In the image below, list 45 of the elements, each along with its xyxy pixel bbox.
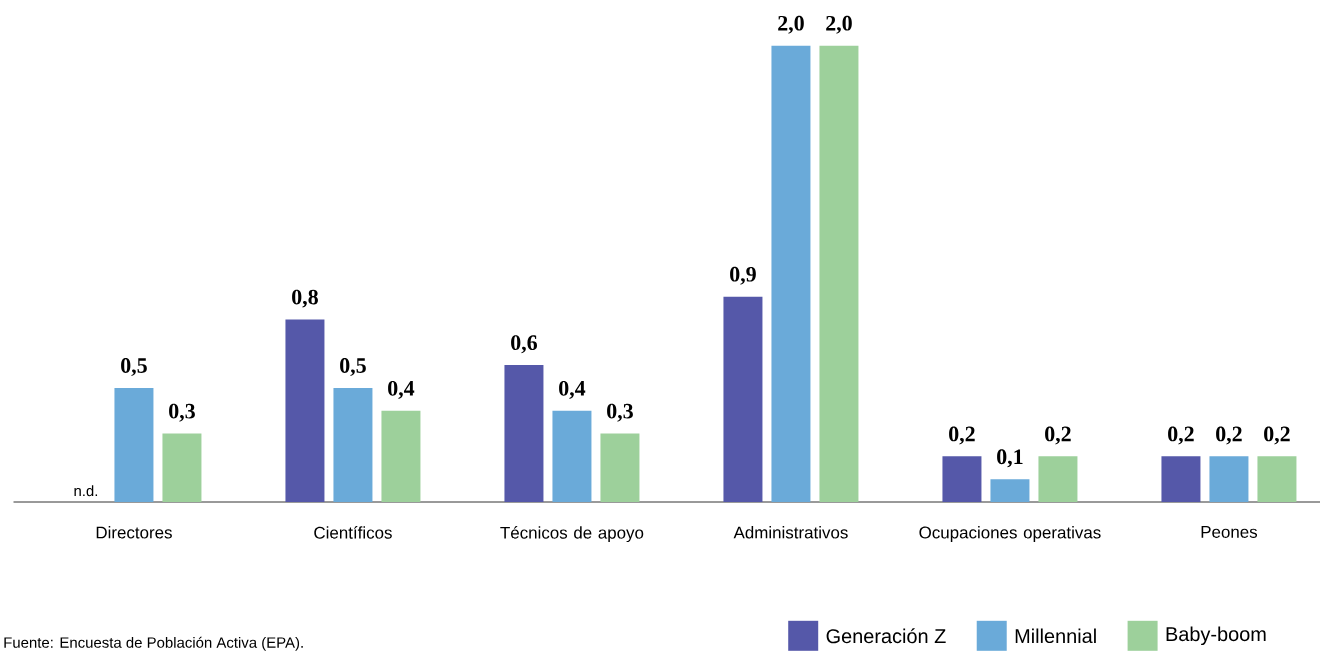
data-label: 2,0 (826, 15, 852, 34)
data-label: 0,2 (1045, 426, 1071, 445)
bar (552, 410, 592, 502)
bar (1209, 456, 1249, 502)
bar (723, 296, 763, 502)
data-label: 0,5 (340, 358, 366, 377)
data-label: 0,5 (121, 358, 147, 377)
data-label: 0,3 (607, 403, 633, 422)
bar (285, 319, 325, 502)
bar (114, 387, 154, 502)
bar (990, 479, 1030, 502)
x-tick-label: Ocupaciones operativas (919, 526, 1101, 542)
x-tick-label: Directores (96, 526, 172, 539)
source-note: Fuente: Encuesta de Población Activa (EPA). (4, 636, 303, 651)
legend-label: Generación Z (826, 628, 946, 644)
bar (504, 365, 544, 502)
bar (1038, 456, 1078, 502)
legend-label: Millennial (1015, 628, 1096, 644)
data-label: 0,6 (511, 335, 537, 354)
bar (1161, 456, 1201, 502)
data-label: 0,2 (1264, 426, 1290, 445)
data-label: 0,2 (1168, 426, 1194, 445)
bar (333, 387, 373, 502)
bar (600, 433, 640, 502)
data-label: 0,1 (997, 449, 1023, 468)
bar (381, 410, 421, 502)
data-label: 0,9 (730, 266, 756, 285)
text: n.d. (74, 485, 98, 497)
bar (942, 456, 982, 502)
data-label: 0,2 (1216, 426, 1242, 445)
bar (1257, 456, 1297, 502)
x-tick-label: Peones (1201, 526, 1258, 538)
x-tick-label: Administrativos (733, 526, 848, 539)
bar (162, 433, 202, 502)
x-tick-label: Científicos (314, 526, 392, 539)
data-label: 0,2 (949, 426, 975, 445)
data-label: 2,0 (778, 15, 804, 34)
data-label: 0,4 (559, 380, 586, 399)
bar (819, 45, 859, 502)
data-label: 0,3 (169, 403, 195, 422)
legend-label: Baby-boom (1166, 626, 1266, 646)
data-label: 0,8 (292, 289, 318, 308)
x-tick-label: Técnicos de apoyo (500, 526, 644, 543)
data-label: 0,4 (388, 380, 415, 399)
bar (771, 45, 811, 502)
